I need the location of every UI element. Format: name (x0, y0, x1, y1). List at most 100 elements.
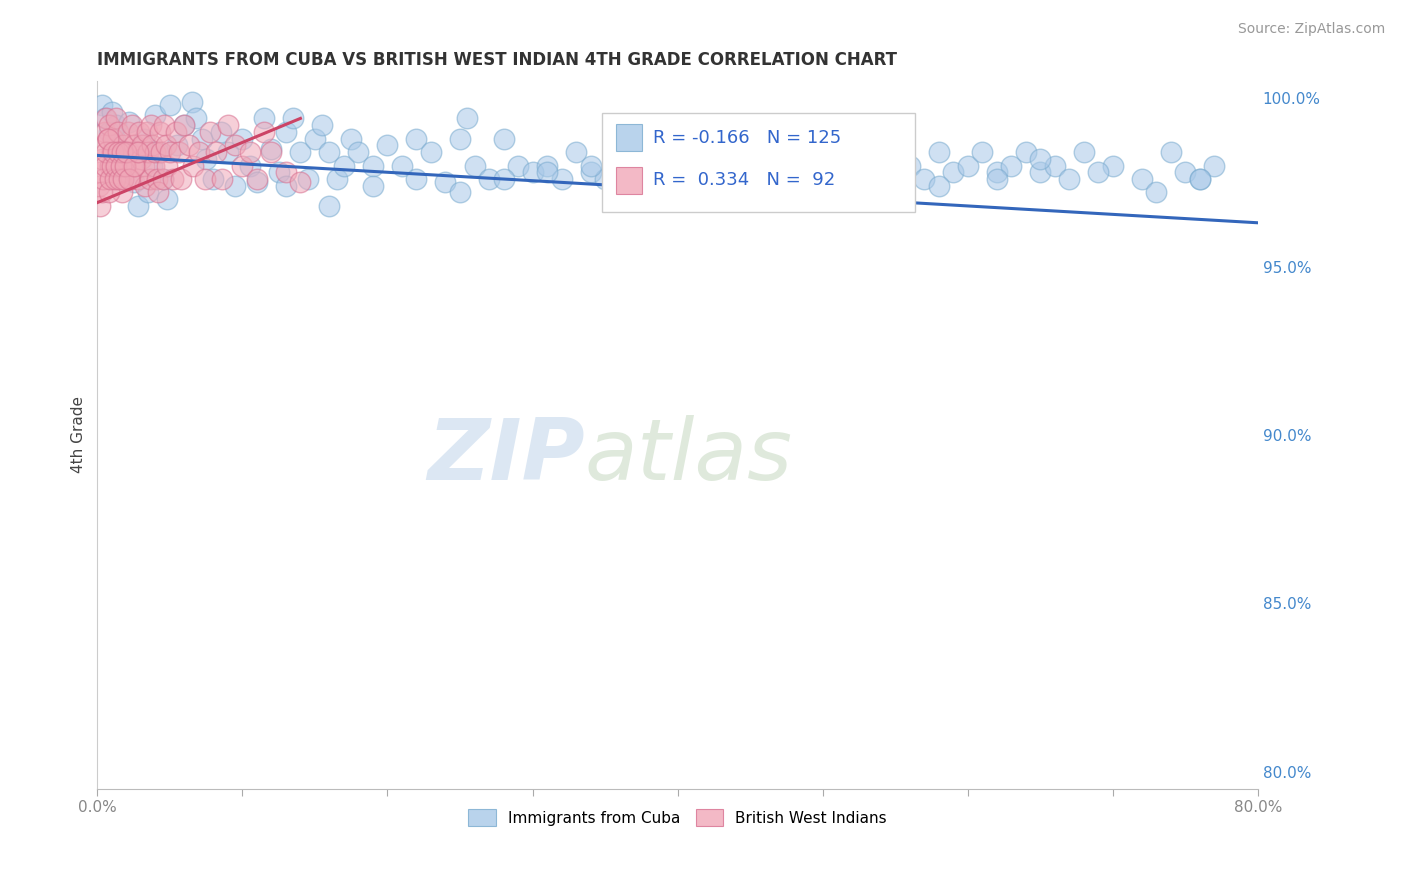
Point (260, 145, 283, 159)
Point (108, 172, 131, 186)
Point (231, 159, 253, 173)
Point (105, 159, 128, 173)
Point (132, 131, 155, 145)
Point (449, 186, 471, 200)
Point (1101, 159, 1123, 173)
Point (108, 142, 131, 156)
Point (340, 131, 363, 145)
Point (181, 159, 204, 173)
Point (522, 165, 544, 179)
Point (96, 131, 118, 145)
Point (972, 145, 994, 159)
Point (283, 112, 305, 126)
Point (112, 165, 135, 179)
Point (898, 159, 921, 173)
Point (217, 118, 239, 132)
Point (148, 186, 170, 200)
Point (103, 145, 125, 159)
Point (173, 118, 195, 132)
Point (125, 145, 148, 159)
Point (710, 159, 733, 173)
FancyBboxPatch shape (616, 167, 641, 194)
Point (132, 159, 155, 173)
Point (825, 145, 848, 159)
Point (100, 159, 122, 173)
Point (593, 172, 616, 186)
Point (884, 165, 907, 179)
Point (128, 125, 150, 139)
Point (149, 125, 172, 139)
Point (90, 152, 112, 166)
Point (377, 138, 399, 153)
Point (112, 172, 135, 186)
Point (170, 172, 193, 186)
Point (136, 145, 159, 159)
Point (623, 172, 645, 186)
Text: atlas: atlas (585, 415, 793, 498)
Point (124, 159, 146, 173)
Point (162, 172, 184, 186)
Point (754, 178, 776, 193)
Point (103, 131, 125, 145)
Point (90, 98, 112, 112)
Point (131, 138, 153, 153)
Point (260, 142, 283, 156)
Point (696, 165, 718, 179)
Point (107, 145, 129, 159)
Point (115, 145, 138, 159)
Text: ZIP: ZIP (427, 415, 585, 498)
Point (94, 112, 117, 126)
Point (127, 145, 149, 159)
Point (115, 152, 138, 166)
Point (1144, 186, 1167, 200)
Point (912, 172, 935, 186)
Legend: Immigrants from Cuba, British West Indians: Immigrants from Cuba, British West India… (461, 801, 894, 834)
Point (146, 172, 169, 186)
Point (782, 145, 804, 159)
Point (492, 131, 515, 145)
Point (139, 118, 162, 132)
Point (90, 186, 112, 200)
Point (347, 145, 370, 159)
Point (115, 152, 138, 166)
Point (105, 112, 128, 126)
Point (148, 145, 170, 159)
Point (420, 145, 443, 159)
Point (97, 125, 120, 139)
Point (1029, 152, 1052, 166)
Point (797, 165, 820, 179)
Point (841, 159, 863, 173)
Point (297, 172, 319, 186)
Point (187, 145, 209, 159)
Point (177, 138, 200, 153)
Point (202, 172, 225, 186)
Point (942, 165, 965, 179)
Point (666, 178, 689, 193)
Point (652, 172, 675, 186)
Point (492, 172, 515, 186)
Point (463, 159, 485, 173)
Point (141, 138, 163, 153)
Point (579, 165, 602, 179)
Point (1087, 165, 1109, 179)
Point (101, 104, 124, 119)
Point (217, 145, 239, 159)
Point (311, 118, 333, 132)
Point (565, 145, 588, 159)
Point (325, 172, 347, 186)
Y-axis label: 4th Grade: 4th Grade (72, 396, 86, 474)
Point (246, 172, 269, 186)
Point (211, 172, 233, 186)
Point (274, 178, 297, 193)
Point (122, 175, 145, 189)
Point (434, 175, 457, 189)
Point (361, 159, 384, 173)
Point (841, 172, 863, 186)
Point (97, 118, 120, 132)
Point (93, 112, 115, 126)
Point (253, 112, 276, 126)
Point (609, 159, 631, 173)
Point (145, 145, 167, 159)
Point (623, 145, 645, 159)
FancyBboxPatch shape (602, 113, 915, 212)
